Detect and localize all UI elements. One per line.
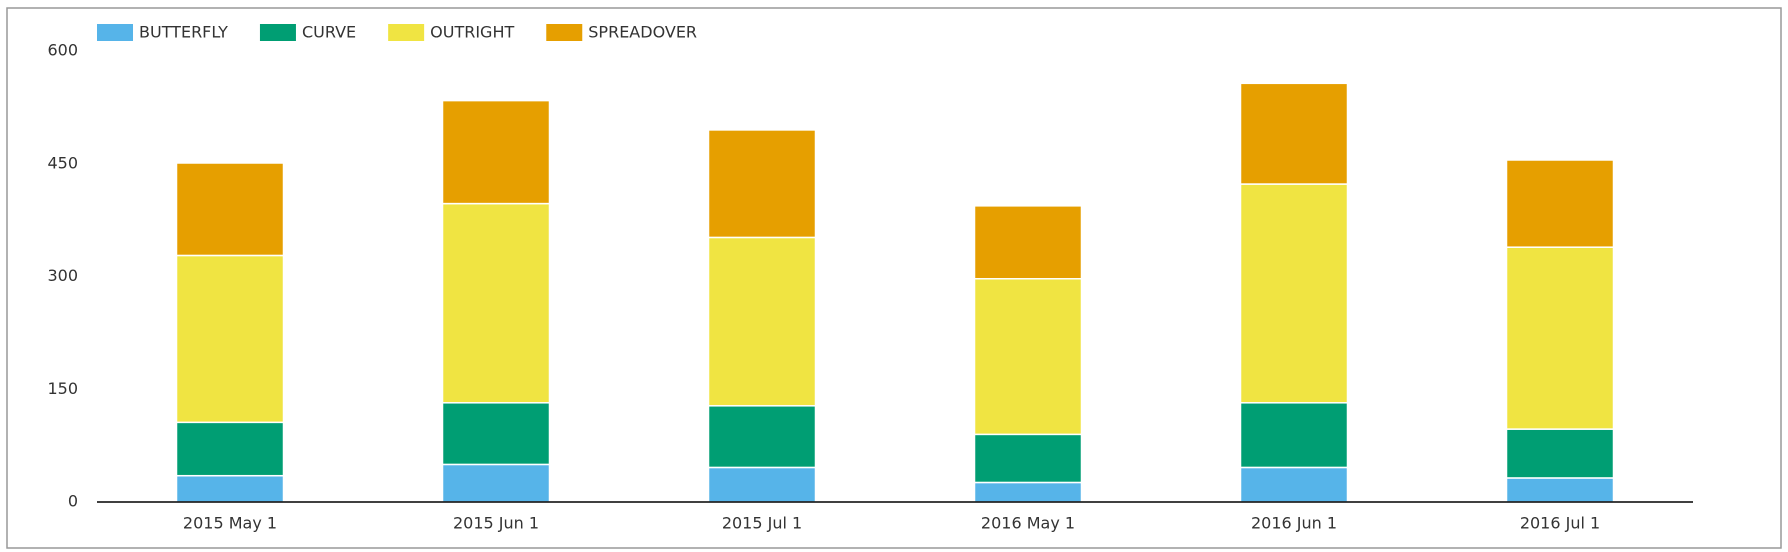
- x-tick-label: 2016 May 1: [981, 514, 1075, 533]
- x-tick-label: 2015 May 1: [183, 514, 277, 533]
- legend-label[interactable]: OUTRIGHT: [430, 23, 514, 42]
- bar-segment: [175, 474, 285, 503]
- bar-segment: [1239, 466, 1349, 503]
- y-tick-label: 600: [47, 41, 78, 60]
- y-tick-label: 300: [47, 266, 78, 285]
- bar-segment: [441, 402, 551, 466]
- legend-label[interactable]: BUTTERFLY: [139, 23, 228, 42]
- bar-segment: [441, 99, 551, 205]
- bar-segment: [175, 162, 285, 257]
- legend-swatch[interactable]: [259, 24, 296, 41]
- bar-segment: [441, 463, 551, 503]
- bar-segment: [707, 405, 817, 469]
- x-tick-label: 2015 Jun 1: [453, 514, 539, 533]
- bar-segment: [973, 433, 1083, 484]
- bar-segment: [175, 254, 285, 424]
- y-tick-label: 150: [47, 379, 78, 398]
- legend-label[interactable]: SPREADOVER: [588, 23, 697, 42]
- bar-segment: [1505, 477, 1615, 503]
- x-tick-label: 2015 Jul 1: [722, 514, 802, 533]
- y-tick-label: 0: [68, 492, 78, 511]
- x-tick-label: 2016 Jun 1: [1251, 514, 1337, 533]
- bar-segment: [1505, 428, 1615, 479]
- bar-segment: [1239, 183, 1349, 404]
- legend-label[interactable]: CURVE: [302, 23, 356, 42]
- bar-segment: [707, 466, 817, 503]
- bar-segment: [1505, 246, 1615, 430]
- bar-segment: [707, 236, 817, 407]
- bar-segment: [973, 481, 1083, 503]
- y-tick-label: 450: [47, 153, 78, 172]
- bar-segment: [441, 202, 551, 404]
- bar-segment: [175, 421, 285, 477]
- bar-segment: [973, 278, 1083, 436]
- legend-swatch[interactable]: [546, 24, 583, 41]
- x-tick-label: 2016 Jul 1: [1520, 514, 1600, 533]
- legend-swatch[interactable]: [97, 24, 133, 41]
- legend-swatch[interactable]: [388, 24, 425, 41]
- bar-segment: [973, 205, 1083, 280]
- bar-segment: [1505, 159, 1615, 248]
- bar-segment: [707, 129, 817, 239]
- bar-segment: [1239, 82, 1349, 185]
- chart-frame: [6, 7, 1782, 549]
- bar-segment: [1239, 402, 1349, 469]
